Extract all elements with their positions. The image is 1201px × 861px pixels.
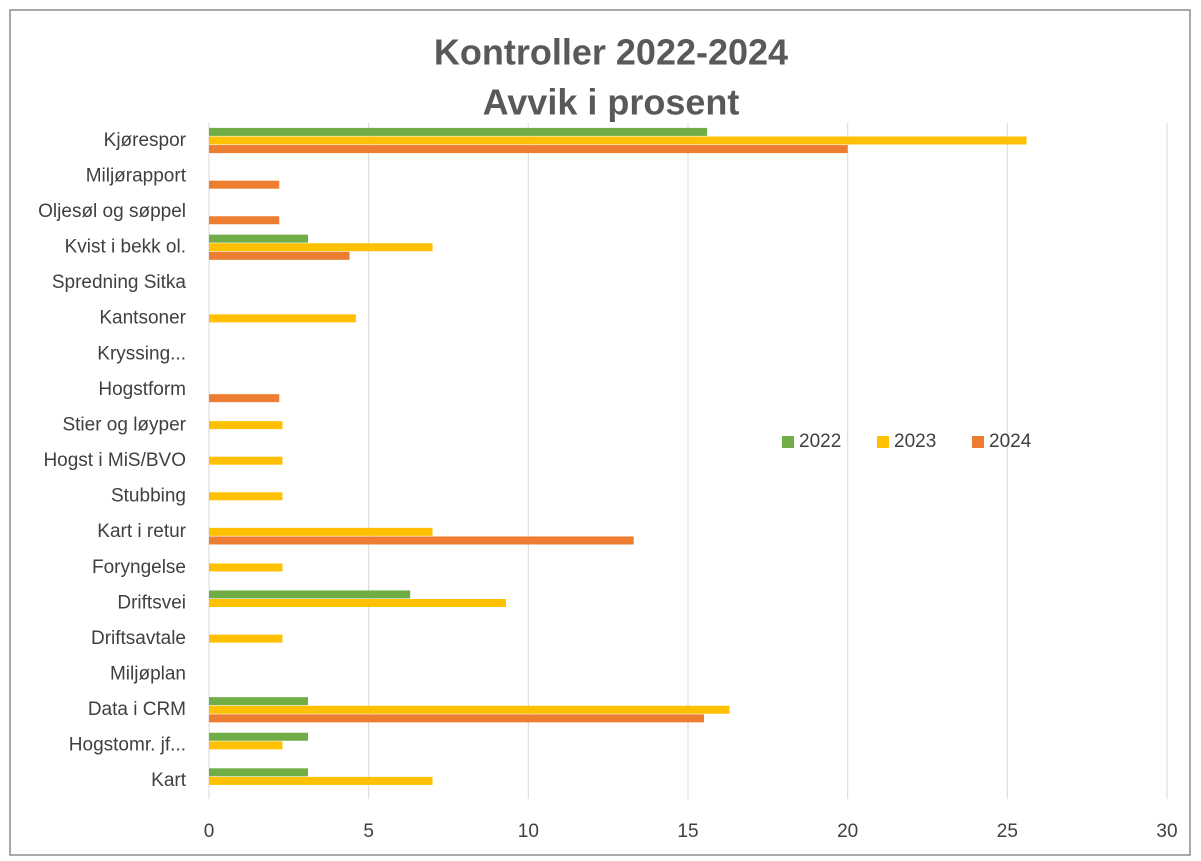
y-tick-label: Driftsvei xyxy=(117,592,186,613)
bar xyxy=(209,394,280,403)
bar xyxy=(209,732,308,741)
y-tick-label: Kvist i bekk ol. xyxy=(65,237,186,258)
x-tick-label: 15 xyxy=(677,821,698,842)
bar xyxy=(209,705,730,714)
bar xyxy=(209,145,848,154)
y-tick-label: Hogst i MiS/BVO xyxy=(43,450,186,471)
bar xyxy=(209,216,280,225)
chart-subtitle: Avvik i prosent xyxy=(483,82,740,123)
bar xyxy=(209,251,350,260)
legend-label: 2022 xyxy=(799,431,841,452)
bar xyxy=(209,492,283,501)
y-tick-label: Miljøplan xyxy=(110,663,186,684)
bar xyxy=(209,563,283,572)
legend-swatch xyxy=(782,436,794,448)
x-tick-label: 10 xyxy=(518,821,539,842)
bar xyxy=(209,536,634,545)
y-tick-label: Kantsoner xyxy=(99,308,186,329)
y-tick-label: Foryngelse xyxy=(92,557,186,578)
bar xyxy=(209,697,308,706)
bar xyxy=(209,634,283,643)
y-tick-label: Kart xyxy=(151,770,187,791)
y-tick-label: Kart i retur xyxy=(97,521,186,542)
bar xyxy=(209,136,1027,145)
bar xyxy=(209,421,283,430)
bar xyxy=(209,314,356,323)
chart-title: Kontroller 2022-2024 xyxy=(434,32,788,73)
bar xyxy=(209,599,506,608)
bar xyxy=(209,456,283,465)
y-tick-label: Hogstomr. jf... xyxy=(69,735,186,756)
legend-label: 2024 xyxy=(989,431,1032,452)
x-tick-label: 0 xyxy=(204,821,215,842)
legend-swatch xyxy=(877,436,889,448)
y-tick-label: Kryssing... xyxy=(97,343,186,364)
legend-label: 2023 xyxy=(894,431,936,452)
bar xyxy=(209,714,704,723)
bar xyxy=(209,234,308,243)
x-tick-label: 25 xyxy=(997,821,1018,842)
y-tick-label: Stier og løyper xyxy=(62,414,186,435)
bar xyxy=(209,243,433,252)
x-tick-label: 30 xyxy=(1156,821,1177,842)
bar xyxy=(209,741,283,750)
bar xyxy=(209,776,433,785)
y-tick-label: Hogstform xyxy=(98,379,186,400)
y-tick-label: Data i CRM xyxy=(88,699,186,720)
legend-swatch xyxy=(972,436,984,448)
y-tick-label: Spredning Sitka xyxy=(52,272,187,293)
x-tick-label: 5 xyxy=(363,821,374,842)
y-tick-label: Oljesøl og søppel xyxy=(38,201,186,222)
bar xyxy=(209,768,308,777)
y-tick-label: Miljørapport xyxy=(86,165,187,186)
y-tick-label: Kjørespor xyxy=(104,130,187,151)
bar xyxy=(209,127,708,136)
y-tick-label: Stubbing xyxy=(111,486,186,507)
bar xyxy=(209,590,411,599)
y-tick-label: Driftsavtale xyxy=(91,628,186,649)
x-tick-label: 20 xyxy=(837,821,858,842)
bar xyxy=(209,527,433,536)
bar xyxy=(209,180,280,189)
